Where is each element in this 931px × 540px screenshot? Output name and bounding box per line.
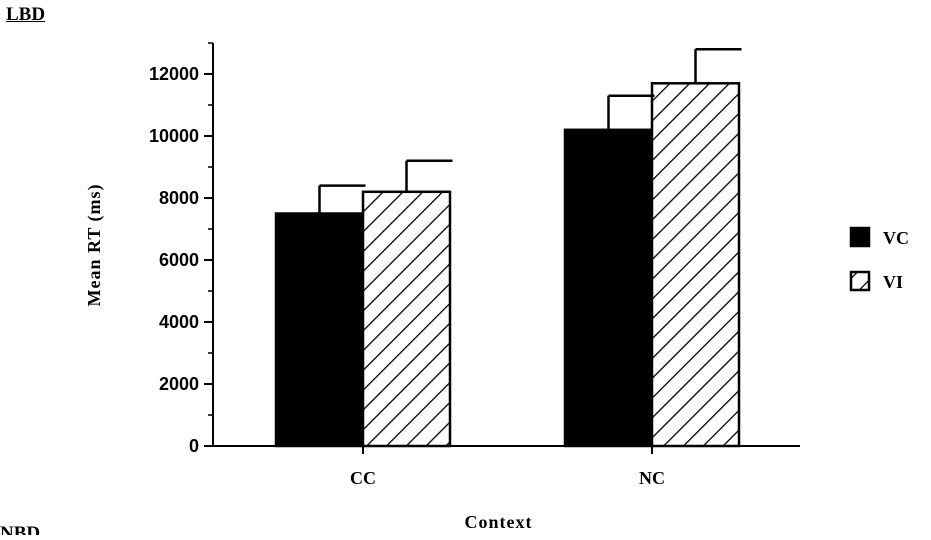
y-tick-label: 2000 bbox=[159, 374, 199, 394]
x-tick-label: CC bbox=[350, 468, 376, 488]
x-axis-title: Context bbox=[465, 512, 533, 532]
bar-vc-cc bbox=[274, 212, 365, 448]
axis-labels: 0 2000 4000 6000 8000 10000 12000 CC NC Context Me… bbox=[84, 64, 665, 532]
bar-vc-nc bbox=[563, 128, 654, 448]
y-tick-label: 8000 bbox=[159, 188, 199, 208]
y-axis-title: Mean RT (ms) bbox=[84, 183, 105, 306]
y-tick-label: 6000 bbox=[159, 250, 199, 270]
legend-swatch-vc bbox=[849, 226, 871, 248]
error-bars bbox=[318, 47, 742, 214]
panel-label: LBD bbox=[6, 4, 46, 25]
next-panel-label: NBD bbox=[0, 524, 41, 535]
legend-label-vi: VI bbox=[883, 272, 903, 292]
bars bbox=[274, 82, 741, 448]
legend-label-vc: VC bbox=[883, 228, 909, 248]
y-tick-label: 4000 bbox=[159, 312, 199, 332]
y-tick-label: 12000 bbox=[149, 64, 199, 84]
y-tick-label: 0 bbox=[189, 436, 199, 456]
bar-vi-nc bbox=[650, 82, 741, 448]
legend-swatch-vi bbox=[849, 270, 871, 292]
y-tick-label: 10000 bbox=[149, 126, 199, 146]
legend: VC VI bbox=[849, 226, 909, 292]
x-tick-label: NC bbox=[639, 468, 665, 488]
bar-vi-cc bbox=[361, 190, 452, 448]
